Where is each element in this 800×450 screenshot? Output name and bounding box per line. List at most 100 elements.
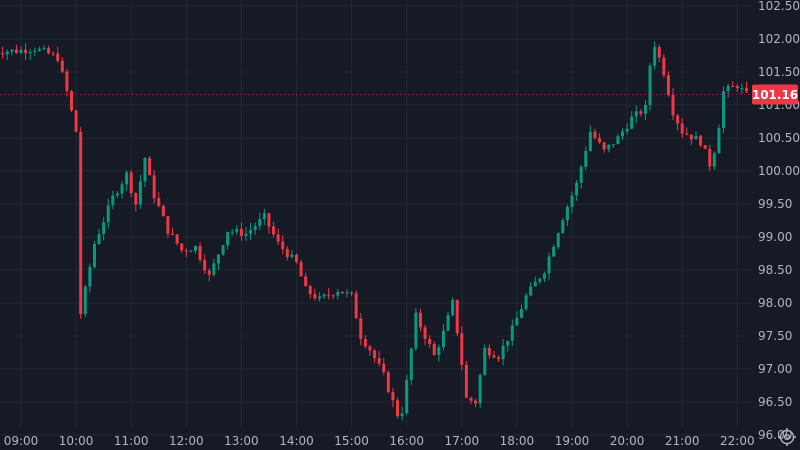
candle-body (83, 286, 87, 315)
candle-body (689, 134, 693, 140)
candle-body (221, 245, 225, 255)
x-tick-label: 14:00 (279, 434, 314, 448)
candle-body (253, 226, 257, 230)
grid-lines (0, 0, 752, 436)
candle-body (272, 226, 276, 235)
y-tick-label: 98.00 (758, 296, 792, 310)
candle-body (744, 88, 748, 92)
candle-body (533, 281, 537, 287)
candle-body (235, 228, 239, 232)
candle-body (1, 52, 5, 55)
candle-body (648, 65, 652, 106)
candle-body (722, 91, 726, 129)
x-tick-label: 11:00 (114, 434, 149, 448)
candle-body (368, 346, 372, 351)
candle-body (120, 184, 124, 194)
candle-body (519, 308, 523, 318)
candle-body (267, 213, 271, 227)
candle-body (409, 348, 413, 380)
candle-body (478, 375, 482, 404)
y-tick-label: 100.50 (758, 131, 800, 145)
candle-body (621, 131, 625, 137)
candle-body (726, 86, 730, 92)
y-tick-label: 97.50 (758, 329, 792, 343)
candle-body (285, 248, 289, 258)
candle-body (226, 231, 230, 246)
candle-body (262, 213, 266, 220)
candle-body (249, 229, 253, 234)
candle-body (703, 145, 707, 149)
candle-body (60, 60, 64, 72)
candle-body (593, 131, 597, 139)
candle-body (616, 136, 620, 145)
candle-body (671, 95, 675, 116)
candle-body (129, 172, 133, 194)
candle-body (14, 49, 18, 53)
y-tick-label: 97.00 (758, 362, 792, 376)
candle-body (313, 293, 317, 299)
candle-body (446, 314, 450, 331)
candle-body (373, 350, 377, 359)
candle-body (414, 312, 418, 349)
candle-body (432, 343, 436, 355)
candle-body (56, 53, 60, 61)
candle-body (74, 110, 78, 132)
time-axis[interactable]: 09:00 10:00 11:00 12:00 13:00 14:00 15:00 16:00… (4, 434, 755, 448)
candle-body (474, 400, 478, 404)
candle-body (639, 111, 643, 114)
candle-body (350, 292, 354, 294)
candle-body (428, 338, 432, 344)
x-tick-label: 15:00 (334, 434, 369, 448)
candle-body (501, 345, 505, 360)
x-tick-label: 13:00 (224, 434, 259, 448)
candle-body (363, 338, 367, 347)
candle-body (28, 51, 32, 54)
x-tick-label: 20:00 (610, 434, 645, 448)
candle-body (157, 198, 161, 206)
candle-body (542, 273, 546, 279)
x-tick-label: 19:00 (555, 434, 590, 448)
candle-body (33, 50, 37, 52)
candle-body (662, 57, 666, 76)
y-tick-label: 100.00 (758, 164, 800, 178)
candle-body (547, 256, 551, 274)
candle-body (134, 193, 138, 205)
candle-body (588, 131, 592, 151)
candle-body (634, 111, 638, 117)
candle-body (657, 47, 661, 58)
candle-body (630, 116, 634, 129)
settings-gear-icon[interactable] (776, 426, 798, 448)
y-tick-label: 102.00 (758, 32, 800, 46)
candle-body (524, 295, 528, 309)
candle-body (418, 312, 422, 328)
last-price-marker: 101.16 (0, 84, 798, 105)
candle-body (304, 276, 308, 287)
candle-body (676, 115, 680, 124)
candle-body (400, 413, 404, 417)
candle-body (230, 231, 234, 233)
candle-body (529, 286, 533, 296)
last-price-label: 101.16 (752, 88, 798, 102)
candle-body (207, 270, 211, 275)
candle-body (239, 228, 243, 236)
candle-body (666, 75, 670, 96)
y-tick-label: 96.50 (758, 395, 792, 409)
candle-body (102, 222, 106, 235)
candle-body (111, 195, 115, 206)
candle-body (42, 48, 46, 50)
candle-body (317, 296, 321, 299)
candle-body (386, 372, 390, 393)
candle-body (308, 286, 312, 294)
x-tick-label: 17:00 (445, 434, 480, 448)
candle-body (216, 254, 220, 264)
candle-body (405, 379, 409, 414)
candle-body (184, 250, 188, 252)
candle-body (469, 397, 473, 401)
candle-body (5, 51, 9, 55)
candle-body (451, 299, 455, 315)
candle-body (161, 205, 165, 217)
price-axis[interactable]: 102.50102.00101.50101.00100.50100.0099.5… (758, 0, 800, 442)
candle-body (487, 347, 491, 356)
y-tick-label: 99.00 (758, 230, 792, 244)
